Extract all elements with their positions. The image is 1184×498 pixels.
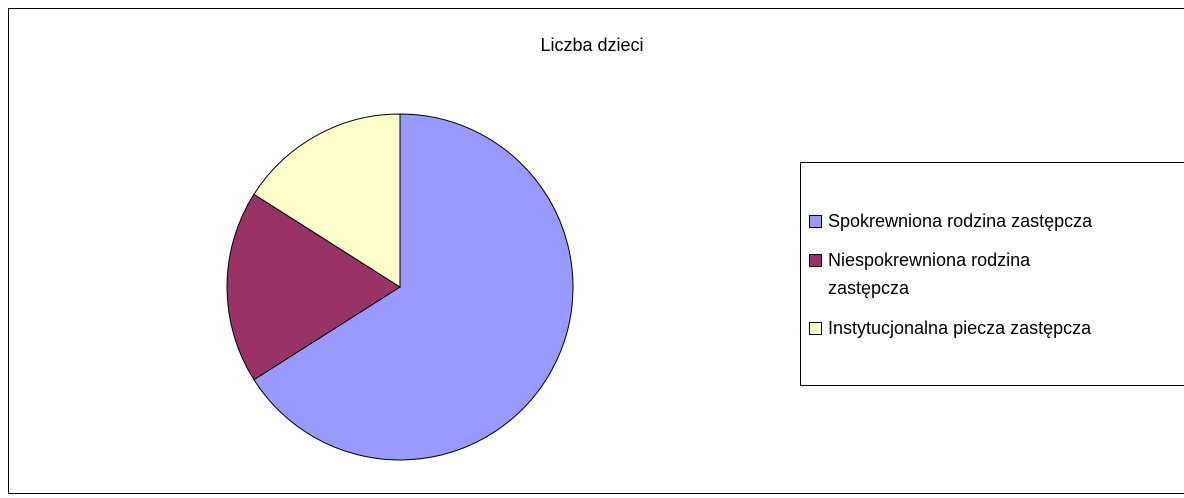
legend-label: Spokrewniona rodzina zastępcza [828,211,1093,231]
legend-item: Niespokrewniona rodzina zastępcza [809,246,1103,302]
legend: Spokrewniona rodzina zastępcza Niespokrew… [800,162,1184,386]
pie-slice [253,113,401,288]
legend-item: Spokrewniona rodzina zastępcza [809,207,1103,235]
pie-slice [253,113,574,461]
chart-title: Liczba dzieci [540,35,643,55]
legend-label: Niespokrewniona rodzina zastępcza [828,250,1031,298]
chart-border [8,8,1184,494]
legend-swatch [809,322,822,335]
legend-item: Instytucjonalna piecza zastępcza [809,314,1103,342]
legend-label: Instytucjonalna piecza zastępcza [828,318,1092,338]
legend-swatch [809,215,822,228]
legend-swatch [809,254,822,267]
pie-slice [226,193,401,381]
